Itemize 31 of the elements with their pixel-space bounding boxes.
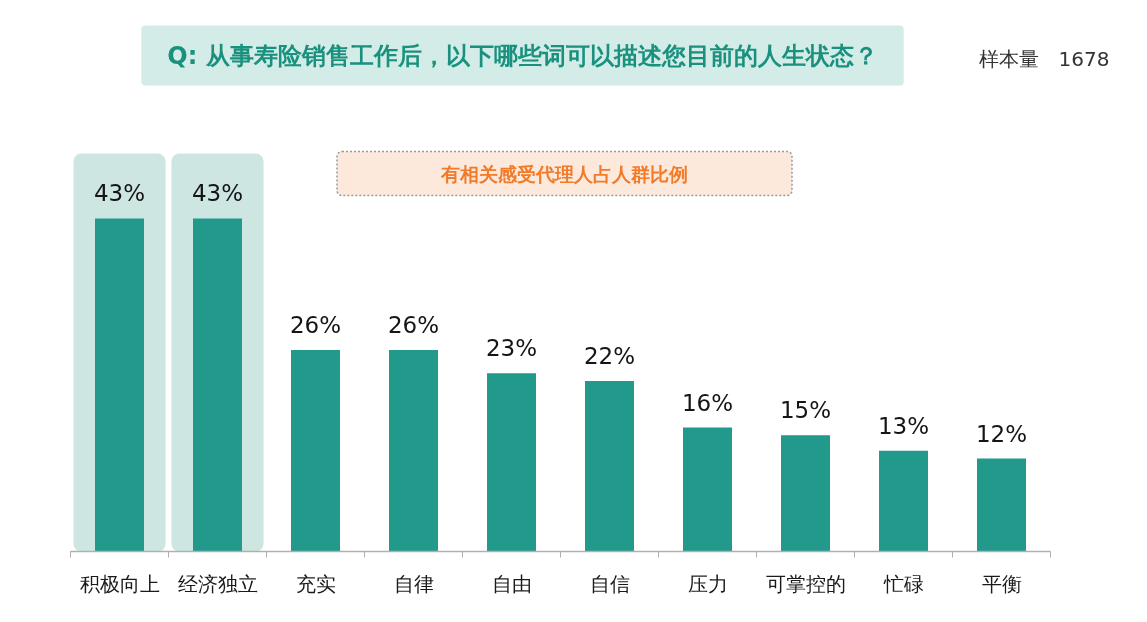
x-tick-label: 可掌控的 — [765, 571, 846, 596]
data-label: 23% — [485, 335, 538, 362]
data-label: 12% — [975, 420, 1028, 447]
data-label: 26% — [387, 312, 440, 339]
x-tick-label: 平衡 — [981, 571, 1022, 596]
bar — [291, 350, 340, 552]
data-label: 43% — [93, 180, 146, 207]
x-tick-label: 积极向上 — [79, 571, 160, 596]
x-tick-label: 经济独立 — [177, 571, 258, 596]
data-label: 43% — [191, 180, 244, 207]
data-label: 26% — [289, 312, 342, 339]
bar — [585, 381, 634, 552]
data-label: 16% — [681, 389, 734, 416]
data-label: 15% — [779, 397, 832, 424]
x-tick-label: 自律 — [393, 571, 434, 596]
bar — [879, 450, 928, 552]
x-tick-label: 自信 — [589, 571, 630, 596]
x-tick-label: 忙碌 — [882, 571, 924, 596]
bar — [977, 458, 1026, 552]
text: 样本量 1678 — [978, 46, 1110, 71]
data-label: 22% — [583, 343, 636, 370]
bar — [781, 435, 830, 552]
bar — [389, 350, 438, 552]
chart-title: Q: 从事寿险销售工作后，以下哪些词可以描述您目前的人生状态？ — [167, 41, 878, 70]
bar — [683, 427, 732, 552]
x-tick-label: 压力 — [687, 571, 728, 596]
chart-subtitle: 有相关感受代理人占人群比例 — [440, 162, 688, 185]
bar — [487, 373, 536, 552]
x-tick-label: 充实 — [295, 571, 336, 596]
x-tick-label: 自由 — [491, 571, 532, 596]
data-label: 13% — [877, 412, 930, 439]
